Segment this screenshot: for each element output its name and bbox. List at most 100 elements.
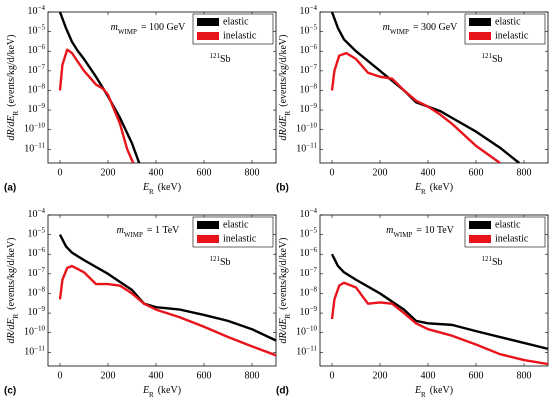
y-axis-label-part: dR/dE <box>6 115 17 140</box>
tick-base: 10 <box>300 209 310 220</box>
y-tick-label: 10−7 <box>28 62 46 76</box>
x-tick-label: 0 <box>58 167 63 178</box>
lines <box>330 12 520 163</box>
legend-label: elastic <box>495 219 521 230</box>
y-tick-label: 10−5 <box>28 23 46 37</box>
y-tick-label: 10−11 <box>24 141 45 155</box>
y-tick-label: 10−7 <box>300 265 318 279</box>
tick-exponent: −7 <box>310 265 318 273</box>
tick-base: 10 <box>296 327 306 338</box>
y-tick-label: 10−5 <box>28 226 46 240</box>
y-axis-label-part: (events/kg/d/keV) <box>6 238 17 310</box>
tick-base: 10 <box>300 46 310 57</box>
x-tick-label: 600 <box>197 167 212 178</box>
series-line <box>330 253 548 351</box>
x-axis-label-part: E <box>142 182 149 193</box>
x-tick-label: 800 <box>245 370 260 381</box>
tick-exponent: −8 <box>38 82 46 90</box>
x-tick-label: 400 <box>421 370 436 381</box>
mass-annotation: mWIMP = 100 GeV <box>111 22 187 35</box>
panel-label: (b) <box>276 183 289 194</box>
tick-exponent: −6 <box>38 43 46 51</box>
legend-swatch <box>197 221 219 229</box>
lines <box>58 12 141 163</box>
x-axis-label: ER (keV) <box>142 182 181 195</box>
tick-exponent: −9 <box>38 102 46 110</box>
tick-exponent: −6 <box>310 246 318 254</box>
x-tick-label: 800 <box>517 370 532 381</box>
y-tick-label: 10−9 <box>28 102 46 116</box>
x-axis-label-part: R <box>149 391 154 399</box>
y-tick-label: 10−9 <box>300 305 318 319</box>
tick-base: 10 <box>300 6 310 17</box>
mass-annotation-part: m <box>117 225 124 236</box>
series-line <box>330 281 548 366</box>
y-axis-label-part: R <box>12 110 20 115</box>
tick-base: 10 <box>24 144 34 155</box>
y-axis-label: dR/dER (events/kg/d/keV) <box>6 238 19 344</box>
tick-exponent: −11 <box>34 141 45 149</box>
tick-exponent: −5 <box>38 23 46 31</box>
tick-base: 10 <box>296 347 306 358</box>
y-tick-label: 10−6 <box>28 246 46 260</box>
x-tick-label: 400 <box>149 370 164 381</box>
y-tick-label: 10−8 <box>28 82 46 96</box>
nucleus-annotation-part: 121 <box>481 52 492 60</box>
x-axis-label-part: E <box>414 182 421 193</box>
tick-exponent: −8 <box>310 285 318 293</box>
x-axis-label: ER (keV) <box>414 385 453 398</box>
tick-exponent: −4 <box>310 4 318 12</box>
tick-base: 10 <box>300 104 310 115</box>
mass-annotation-part: WIMP <box>118 28 137 36</box>
tick-exponent: −6 <box>310 43 318 51</box>
tick-exponent: −4 <box>310 207 318 215</box>
tick-exponent: −9 <box>310 102 318 110</box>
tick-base: 10 <box>24 327 34 338</box>
legend-label: inelastic <box>223 30 257 41</box>
tick-exponent: −9 <box>38 305 46 313</box>
nucleus-annotation-part: Sb <box>492 54 503 65</box>
tick-base: 10 <box>28 307 38 318</box>
y-tick-label: 10−6 <box>300 43 318 57</box>
tick-base: 10 <box>24 347 34 358</box>
y-tick-label: 10−11 <box>296 141 317 155</box>
y-axis-label-part: dR/dE <box>6 318 17 343</box>
tick-exponent: −9 <box>310 305 318 313</box>
tick-base: 10 <box>24 124 34 135</box>
tick-exponent: −6 <box>38 246 46 254</box>
x-axis-label-part: (keV) <box>430 385 453 396</box>
x-axis-label-part: E <box>414 385 421 396</box>
tick-exponent: −10 <box>306 324 317 332</box>
legend-label: inelastic <box>495 233 529 244</box>
x-axis-label: ER (keV) <box>414 182 453 195</box>
y-axis-label-part: R <box>284 313 292 318</box>
y-tick-label: 10−8 <box>300 285 318 299</box>
x-tick-label: 200 <box>101 370 116 381</box>
panel-label: (a) <box>4 183 16 194</box>
nucleus-annotation-part: 121 <box>481 255 492 263</box>
tick-base: 10 <box>28 288 38 299</box>
tick-base: 10 <box>28 6 38 17</box>
tick-base: 10 <box>300 229 310 240</box>
y-axis-label: dR/dER (events/kg/d/keV) <box>278 35 291 141</box>
mass-annotation-part: = 100 GeV <box>141 22 186 33</box>
y-tick-label: 10−10 <box>296 121 317 135</box>
tick-base: 10 <box>300 249 310 260</box>
x-tick-label: 600 <box>469 167 484 178</box>
series-line <box>58 264 276 357</box>
tick-exponent: −5 <box>38 226 46 234</box>
y-axis-label-part: R <box>284 110 292 115</box>
x-axis-label-part: R <box>421 391 426 399</box>
y-tick-label: 10−8 <box>300 82 318 96</box>
x-axis-label-part: (keV) <box>158 385 181 396</box>
x-tick-label: 600 <box>197 370 212 381</box>
x-axis-label-part: (keV) <box>430 182 453 193</box>
y-tick-label: 10−9 <box>28 305 46 319</box>
mass-annotation-part: = 10 TeV <box>416 225 454 236</box>
y-axis-label-part: (events/kg/d/keV) <box>6 35 17 107</box>
y-tick-label: 10−6 <box>300 246 318 260</box>
tick-base: 10 <box>300 268 310 279</box>
